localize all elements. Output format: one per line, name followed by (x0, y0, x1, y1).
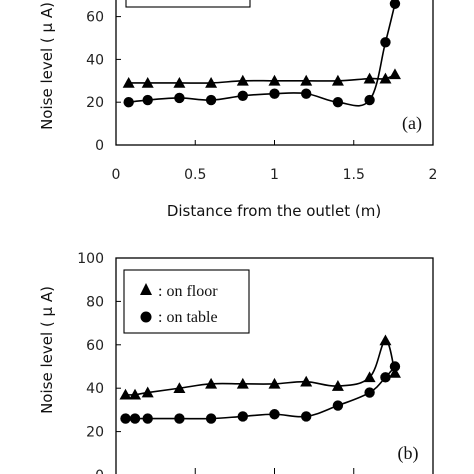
data-point-triangle (300, 74, 313, 86)
data-point-circle (205, 94, 217, 106)
data-point-circle (332, 400, 344, 411)
data-point-circle (120, 413, 131, 424)
y-tick-label: 100 (77, 251, 104, 267)
series-group-a (122, 0, 401, 108)
x-tick-label: 1.5 (343, 167, 365, 183)
y-tick-label: 80 (86, 294, 104, 310)
y-ticks-a: 020406080100 (86, 10, 121, 154)
data-point-triangle (388, 68, 401, 80)
data-point-circle (332, 97, 344, 108)
data-point-triangle (141, 76, 154, 88)
data-point-triangle (173, 382, 186, 393)
data-point-triangle (129, 388, 142, 400)
data-point-triangle (331, 380, 344, 391)
data-point-circle (174, 413, 185, 424)
x-ticks-b (115, 468, 434, 474)
data-point-circle (269, 88, 280, 99)
y-tick-label: 20 (86, 95, 104, 111)
legend-box-b (123, 269, 250, 334)
plot-frame-b (115, 257, 434, 474)
x-tick-label: 0.5 (184, 167, 206, 183)
series-line-triangle (125, 339, 396, 396)
data-point-triangle (379, 72, 392, 84)
series-line-circle (125, 365, 396, 420)
panel-label-a: (a) (402, 113, 422, 134)
y-tick-label: 0 (95, 468, 104, 474)
data-point-triangle (236, 377, 249, 389)
x-tick-label: 0 (112, 167, 121, 183)
series-line-circle (128, 3, 396, 107)
panel-label-b: (b) (398, 443, 419, 464)
y-tick-label: 0 (95, 138, 104, 154)
data-point-triangle (205, 377, 218, 389)
x-tick-label: 1 (270, 167, 279, 183)
data-point-circle (205, 413, 217, 424)
data-point-triangle (236, 74, 249, 86)
data-point-triangle (379, 334, 392, 346)
y-tick-label: 60 (86, 10, 104, 26)
y-axis-label-a: Noise level ( μ A) (38, 2, 56, 130)
chart-panel-b: : on floor : on table 0 20 40 60 80 100 (b) N… (38, 251, 434, 474)
data-point-circle (364, 94, 375, 106)
data-point-circle (364, 387, 375, 398)
data-point-circle (174, 92, 185, 104)
data-point-triangle (122, 76, 135, 88)
x-ticks-a: 0 0.5 1 1.5 2 (112, 140, 438, 183)
legend-marker-triangle (140, 283, 152, 295)
legend-label-table: : on table (158, 309, 218, 326)
chart-panel-a: 020406080100 00.511.52 (a) Distance from… (38, 0, 437, 220)
data-point-triangle (268, 74, 281, 86)
y-tick-label: 20 (86, 425, 104, 441)
data-point-triangle (268, 377, 281, 389)
series-group-b (119, 334, 401, 424)
series-line-triangle (128, 73, 396, 84)
data-point-circle (269, 409, 280, 420)
y-tick-label: 40 (86, 52, 104, 68)
x-axis-label-a: Distance from the outlet (m) (167, 202, 381, 220)
data-point-circle (123, 97, 134, 108)
data-point-triangle (141, 386, 154, 398)
data-point-triangle (300, 375, 313, 387)
data-point-circle (129, 413, 141, 424)
y-axis-label-b: Noise level ( μ A) (38, 286, 56, 414)
y-ticks-b: 0 20 40 60 80 100 (77, 251, 121, 474)
data-point-circle (389, 361, 401, 372)
data-point-circle (301, 88, 312, 99)
data-point-circle (237, 90, 248, 101)
data-point-triangle (173, 76, 186, 88)
legend-marker-circle (140, 311, 152, 323)
data-point-circle (142, 94, 153, 106)
data-point-circle (389, 0, 401, 9)
legend-label-floor: : on floor (158, 283, 218, 300)
data-point-circle (301, 411, 312, 422)
legend-b: : on floor : on table (140, 283, 218, 326)
x-tick-label: 2 (429, 167, 438, 183)
data-point-triangle (205, 76, 218, 88)
data-point-circle (380, 372, 391, 383)
data-point-triangle (388, 367, 401, 378)
data-point-triangle (119, 388, 132, 400)
data-point-circle (380, 37, 391, 48)
legend-box-a (125, 0, 251, 8)
data-point-triangle (363, 371, 376, 383)
data-point-triangle (363, 72, 376, 84)
data-point-triangle (331, 74, 344, 86)
data-point-circle (142, 413, 153, 424)
data-point-circle (237, 411, 248, 422)
y-tick-label: 60 (86, 338, 104, 354)
plot-frame-a (115, 0, 434, 146)
y-tick-label: 40 (86, 381, 104, 397)
